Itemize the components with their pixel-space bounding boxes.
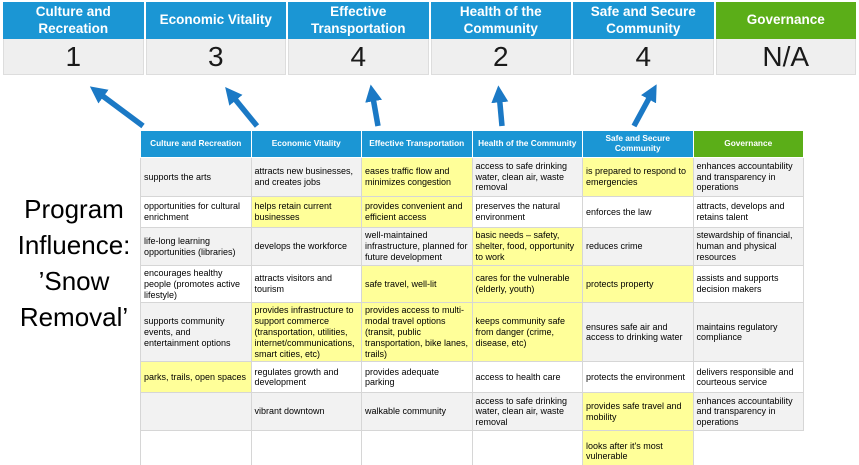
- matrix-cell: reduces crime: [582, 227, 694, 266]
- column-header-economic: Economic Vitality: [250, 130, 362, 158]
- matrix-cell: walkable community: [361, 392, 473, 432]
- score-value: 2: [430, 39, 571, 75]
- matrix-cell: enhances accountability and transparency…: [692, 392, 804, 432]
- matrix-cell: maintains regulatory compliance: [692, 302, 804, 363]
- matrix-cell: looks after it's most vulnerable: [582, 430, 694, 465]
- table-row: supports the arts attracts new businesse…: [140, 157, 804, 197]
- matrix-cell: provides safe travel and mobility: [582, 392, 694, 432]
- column-header-transportation: Effective Transportation: [361, 130, 473, 158]
- matrix-cell: access to safe drinking water, clean air…: [471, 157, 583, 197]
- scoreboard: Culture and Recreation 1 Economic Vitali…: [3, 2, 856, 75]
- matrix-cell: helps retain current businesses: [250, 196, 362, 228]
- up-arrow-icon-4: [491, 85, 509, 127]
- matrix-cell: attracts new businesses, and creates job…: [250, 157, 362, 197]
- program-label-line: Removal’: [19, 301, 129, 332]
- program-label-line: Influence:: [17, 229, 131, 260]
- scoreboard-header: Safe and Secure Community: [573, 2, 714, 39]
- matrix-cell: [471, 430, 583, 465]
- scoreboard-header: Culture and Recreation: [3, 2, 144, 39]
- matrix-cell: parks, trails, open spaces: [140, 361, 252, 394]
- matrix-cell: ensures safe air and access to drinking …: [582, 302, 694, 363]
- matrix-cell: [140, 392, 252, 432]
- matrix-cell: protects the environment: [582, 361, 694, 394]
- scoreboard-column-economic: Economic Vitality 3: [145, 2, 286, 75]
- up-arrow-icon-2: [225, 87, 260, 128]
- matrix-cell: encourages healthy people (promotes acti…: [140, 264, 252, 304]
- table-row: vibrant downtown walkable community acce…: [140, 392, 804, 432]
- matrix-cell: well-maintained infrastructure, planned …: [361, 227, 473, 266]
- up-arrow-icon-3: [365, 84, 383, 127]
- matrix-cell: enhances accountability and transparency…: [692, 157, 804, 197]
- matrix-cell: [693, 430, 804, 465]
- score-value: N/A: [715, 39, 856, 75]
- influence-arrows: [89, 84, 657, 129]
- matrix-cell: [361, 430, 473, 465]
- matrix-cell: supports the arts: [140, 157, 252, 197]
- matrix-cell: provides access to multi-modal travel op…: [361, 302, 473, 363]
- scoreboard-column-transportation: Effective Transportation 4: [288, 2, 429, 75]
- matrix-cell: stewardship of financial, human and phys…: [692, 227, 804, 266]
- matrix-cell: enforces the law: [582, 196, 694, 228]
- matrix-cell: cares for the vulnerable (elderly, youth…: [471, 264, 583, 304]
- scoreboard-header: Effective Transportation: [288, 2, 429, 39]
- scoreboard-header: Economic Vitality: [145, 2, 286, 39]
- matrix-cell: [140, 430, 252, 465]
- community-priorities-table: Culture and Recreation Economic Vitality…: [140, 130, 804, 465]
- matrix-cell: opportunities for cultural enrichment: [140, 196, 252, 228]
- matrix-cell: attracts visitors and tourism: [250, 264, 362, 304]
- matrix-cell: [250, 430, 362, 465]
- table-row: opportunities for cultural enrichment he…: [140, 196, 804, 228]
- matrix-cell: safe travel, well-lit: [361, 264, 473, 304]
- matrix-cell: assists and supports decision makers: [692, 264, 804, 304]
- table-header-row: Culture and Recreation Economic Vitality…: [140, 130, 804, 158]
- matrix-cell: provides convenient and efficient access: [361, 196, 473, 228]
- column-header-safety: Safe and Secure Community: [582, 130, 694, 158]
- table-row: parks, trails, open spaces regulates gro…: [140, 361, 804, 394]
- matrix-cell: eases traffic flow and minimizes congest…: [361, 157, 473, 197]
- table-row: life-long learning opportunities (librar…: [140, 227, 804, 266]
- matrix-cell: delivers responsible and courteous servi…: [692, 361, 804, 394]
- up-arrow-icon-5: [631, 84, 657, 128]
- column-header-health: Health of the Community: [471, 130, 583, 158]
- up-arrow-icon-1: [89, 86, 145, 129]
- matrix-cell: basic needs – safety, shelter, food, opp…: [471, 227, 583, 266]
- score-value: 4: [288, 39, 429, 75]
- scoreboard-column-culture: Culture and Recreation 1: [3, 2, 144, 75]
- column-header-culture: Culture and Recreation: [140, 130, 252, 158]
- program-label-line: Program: [24, 194, 124, 224]
- matrix-cell: preserves the natural environment: [471, 196, 583, 228]
- scoreboard-column-safety: Safe and Secure Community 4: [573, 2, 714, 75]
- program-influence-label: Program Influence: ’Snow Removal’: [0, 192, 148, 336]
- score-value: 4: [573, 39, 714, 75]
- scoreboard-column-health: Health of the Community 2: [430, 2, 571, 75]
- table-row: supports community events, and entertain…: [140, 302, 804, 363]
- table-row: looks after it's most vulnerable: [140, 430, 804, 465]
- matrix-cell: attracts, develops and retains talent: [692, 196, 804, 228]
- scoreboard-header: Governance: [715, 2, 856, 39]
- column-header-governance: Governance: [692, 130, 804, 158]
- matrix-cell: life-long learning opportunities (librar…: [140, 227, 252, 266]
- matrix-cell: protects property: [582, 264, 694, 304]
- program-label-line: ’Snow: [38, 265, 110, 296]
- matrix-cell: regulates growth and development: [250, 361, 362, 394]
- matrix-cell: access to health care: [471, 361, 583, 394]
- scoreboard-header: Health of the Community: [430, 2, 571, 39]
- matrix-cell: develops the workforce: [250, 227, 362, 266]
- score-value: 3: [145, 39, 286, 75]
- score-value: 1: [3, 39, 144, 75]
- matrix-cell: access to safe drinking water, clean air…: [471, 392, 583, 432]
- matrix-cell: vibrant downtown: [250, 392, 362, 432]
- matrix-cell: provides infrastructure to support comme…: [250, 302, 362, 363]
- scoreboard-column-governance: Governance N/A: [715, 2, 856, 75]
- matrix-cell: supports community events, and entertain…: [140, 302, 252, 363]
- matrix-cell: keeps community safe from danger (crime,…: [471, 302, 583, 363]
- matrix-cell: provides adequate parking: [361, 361, 473, 394]
- matrix-cell: is prepared to respond to emergencies: [582, 157, 694, 197]
- table-row: encourages healthy people (promotes acti…: [140, 264, 804, 304]
